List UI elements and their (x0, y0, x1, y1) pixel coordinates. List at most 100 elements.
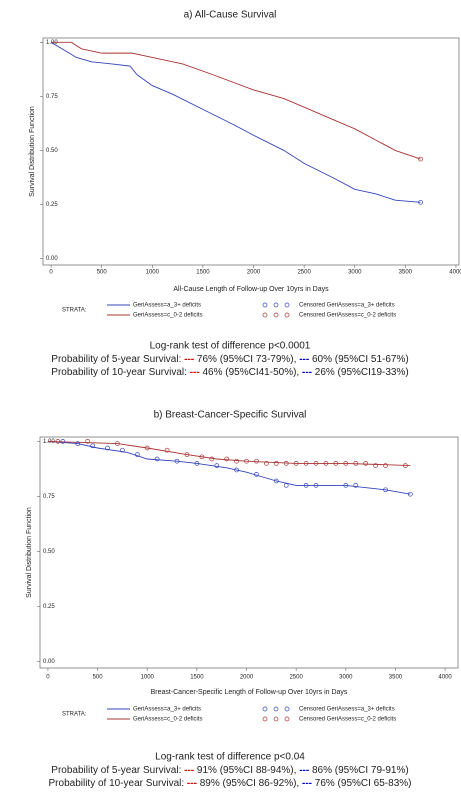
probability-value: 76% (95%CI 65-83%) (315, 778, 412, 789)
censor-mark (283, 483, 289, 488)
probability-label: Probability of 5-year Survival: (51, 354, 181, 365)
censor-mark (60, 439, 66, 444)
censor-mark (244, 458, 249, 464)
legend-marker (262, 312, 268, 318)
censor-mark (199, 454, 205, 460)
x-tick-label: 0 (46, 675, 50, 681)
legend-marker (284, 716, 290, 722)
censor-mark (134, 452, 140, 457)
probability-value: 26% (95%CI19-33%) (315, 367, 409, 378)
x-tick-label: 3000 (348, 270, 362, 276)
censor-mark (418, 156, 423, 162)
legend-label: Censored GeriAssess=c_0-2 deficits (299, 717, 396, 723)
probability-value: 76% (95%CI 73-79%), (197, 354, 297, 365)
plot-frame (39, 436, 459, 669)
y-tick-label: 0.50 (43, 549, 55, 555)
censor-mark (313, 461, 319, 466)
survival-probability: Probability of 10-year Survival: --- 89%… (49, 778, 412, 789)
censor-mark (184, 452, 190, 457)
censor-mark (407, 491, 413, 497)
x-tick-label: 3500 (399, 270, 413, 276)
censor-mark (343, 483, 349, 488)
censor-mark (343, 461, 349, 466)
legend-label: GeriAssess=c_0-2 deficits (133, 313, 203, 319)
y-axis-label: Survival Distribution Function (29, 106, 36, 197)
censor-mark (293, 461, 299, 466)
line-dash: --- (187, 778, 197, 789)
survival-curve (47, 440, 411, 495)
line-dash: --- (190, 367, 200, 378)
survival-probability: Probability of 10-year Survival: --- 46%… (51, 367, 408, 378)
x-axis-label: All-Cause Length of Follow-up Over 10yrs… (173, 286, 329, 293)
censor-mark (273, 461, 279, 466)
censor-mark (383, 487, 388, 493)
censor-mark (353, 483, 359, 488)
y-tick-label: 0.25 (43, 604, 55, 610)
legend-marker (273, 312, 279, 318)
line-dash: --- (302, 778, 312, 789)
y-tick-label: 0.25 (46, 202, 58, 208)
censor-mark (214, 463, 220, 468)
censor-mark (144, 445, 150, 451)
survival-curve (50, 41, 421, 203)
censor-mark (120, 447, 125, 453)
legend-label: GeriAssess=a_3+ deficits (133, 707, 201, 713)
censor-mark (303, 483, 309, 488)
censor-mark (209, 456, 215, 462)
censor-mark (273, 478, 279, 484)
censor-mark (75, 441, 81, 446)
x-tick-label: 0 (49, 270, 53, 276)
censor-mark (234, 458, 239, 464)
x-tick-label: 500 (97, 270, 108, 276)
x-tick-label: 3000 (339, 675, 353, 681)
legend-marker (262, 302, 268, 308)
censor-mark (194, 461, 200, 466)
x-tick-label: 1000 (141, 675, 155, 681)
x-tick-label: 1000 (146, 270, 160, 276)
x-tick-label: 3500 (389, 675, 403, 681)
legend-label: Censored GeriAssess=c_0-2 deficits (299, 313, 396, 319)
censor-mark (224, 456, 230, 462)
probability-label: Probability of 10-year Survival: (49, 778, 185, 789)
x-tick-label: 2500 (297, 270, 311, 276)
censor-mark (313, 483, 319, 488)
censor-mark (363, 461, 369, 466)
x-tick-label: 4000 (438, 675, 452, 681)
line-dash: --- (299, 354, 309, 365)
censor-mark (154, 456, 160, 462)
probability-value: 60% (95%CI 51-67%) (312, 354, 409, 365)
y-tick-label: 0.50 (46, 148, 58, 154)
plot-frame (42, 37, 460, 266)
legend-marker (262, 716, 268, 722)
y-tick-label: 1.00 (43, 439, 55, 445)
legend-marker (262, 706, 268, 712)
line-dash: --- (184, 765, 194, 776)
x-tick-label: 2000 (247, 270, 261, 276)
x-tick-label: 1500 (196, 270, 210, 276)
probability-label: Probability of 10-year Survival: (51, 367, 187, 378)
legend-title: STRATA: (62, 712, 87, 718)
survival-probability: Probability of 5-year Survival: --- 91% … (51, 765, 408, 776)
logrank-text: Log-rank test of difference p<0.04 (155, 752, 305, 763)
chart-title: a) All-Cause Survival (184, 10, 277, 21)
line-dash: --- (299, 765, 309, 776)
legend-marker (284, 302, 290, 308)
probability-value: 89% (95%CI 86-92%), (200, 778, 300, 789)
censor-mark (323, 461, 329, 466)
probability-value: 46% (95%CI41-50%), (202, 367, 299, 378)
censor-mark (264, 461, 269, 466)
probability-value: 91% (95%CI 88-94%), (197, 765, 297, 776)
censor-mark (105, 445, 110, 451)
censor-mark (353, 461, 359, 466)
y-tick-label: 0.00 (46, 256, 58, 262)
y-axis-label: Survival Distribution Function (26, 507, 33, 598)
censor-mark (303, 461, 309, 466)
legend-label: GeriAssess=a_3+ deficits (133, 303, 201, 309)
survival-curve (51, 41, 421, 160)
y-tick-label: 0.00 (43, 659, 55, 665)
legend-label: Censored GeriAssess=a_3+ deficits (299, 707, 395, 713)
censor-mark (254, 472, 259, 477)
censor-mark (164, 447, 170, 453)
logrank-text: Log-rank test of difference p<0.0001 (150, 341, 311, 352)
